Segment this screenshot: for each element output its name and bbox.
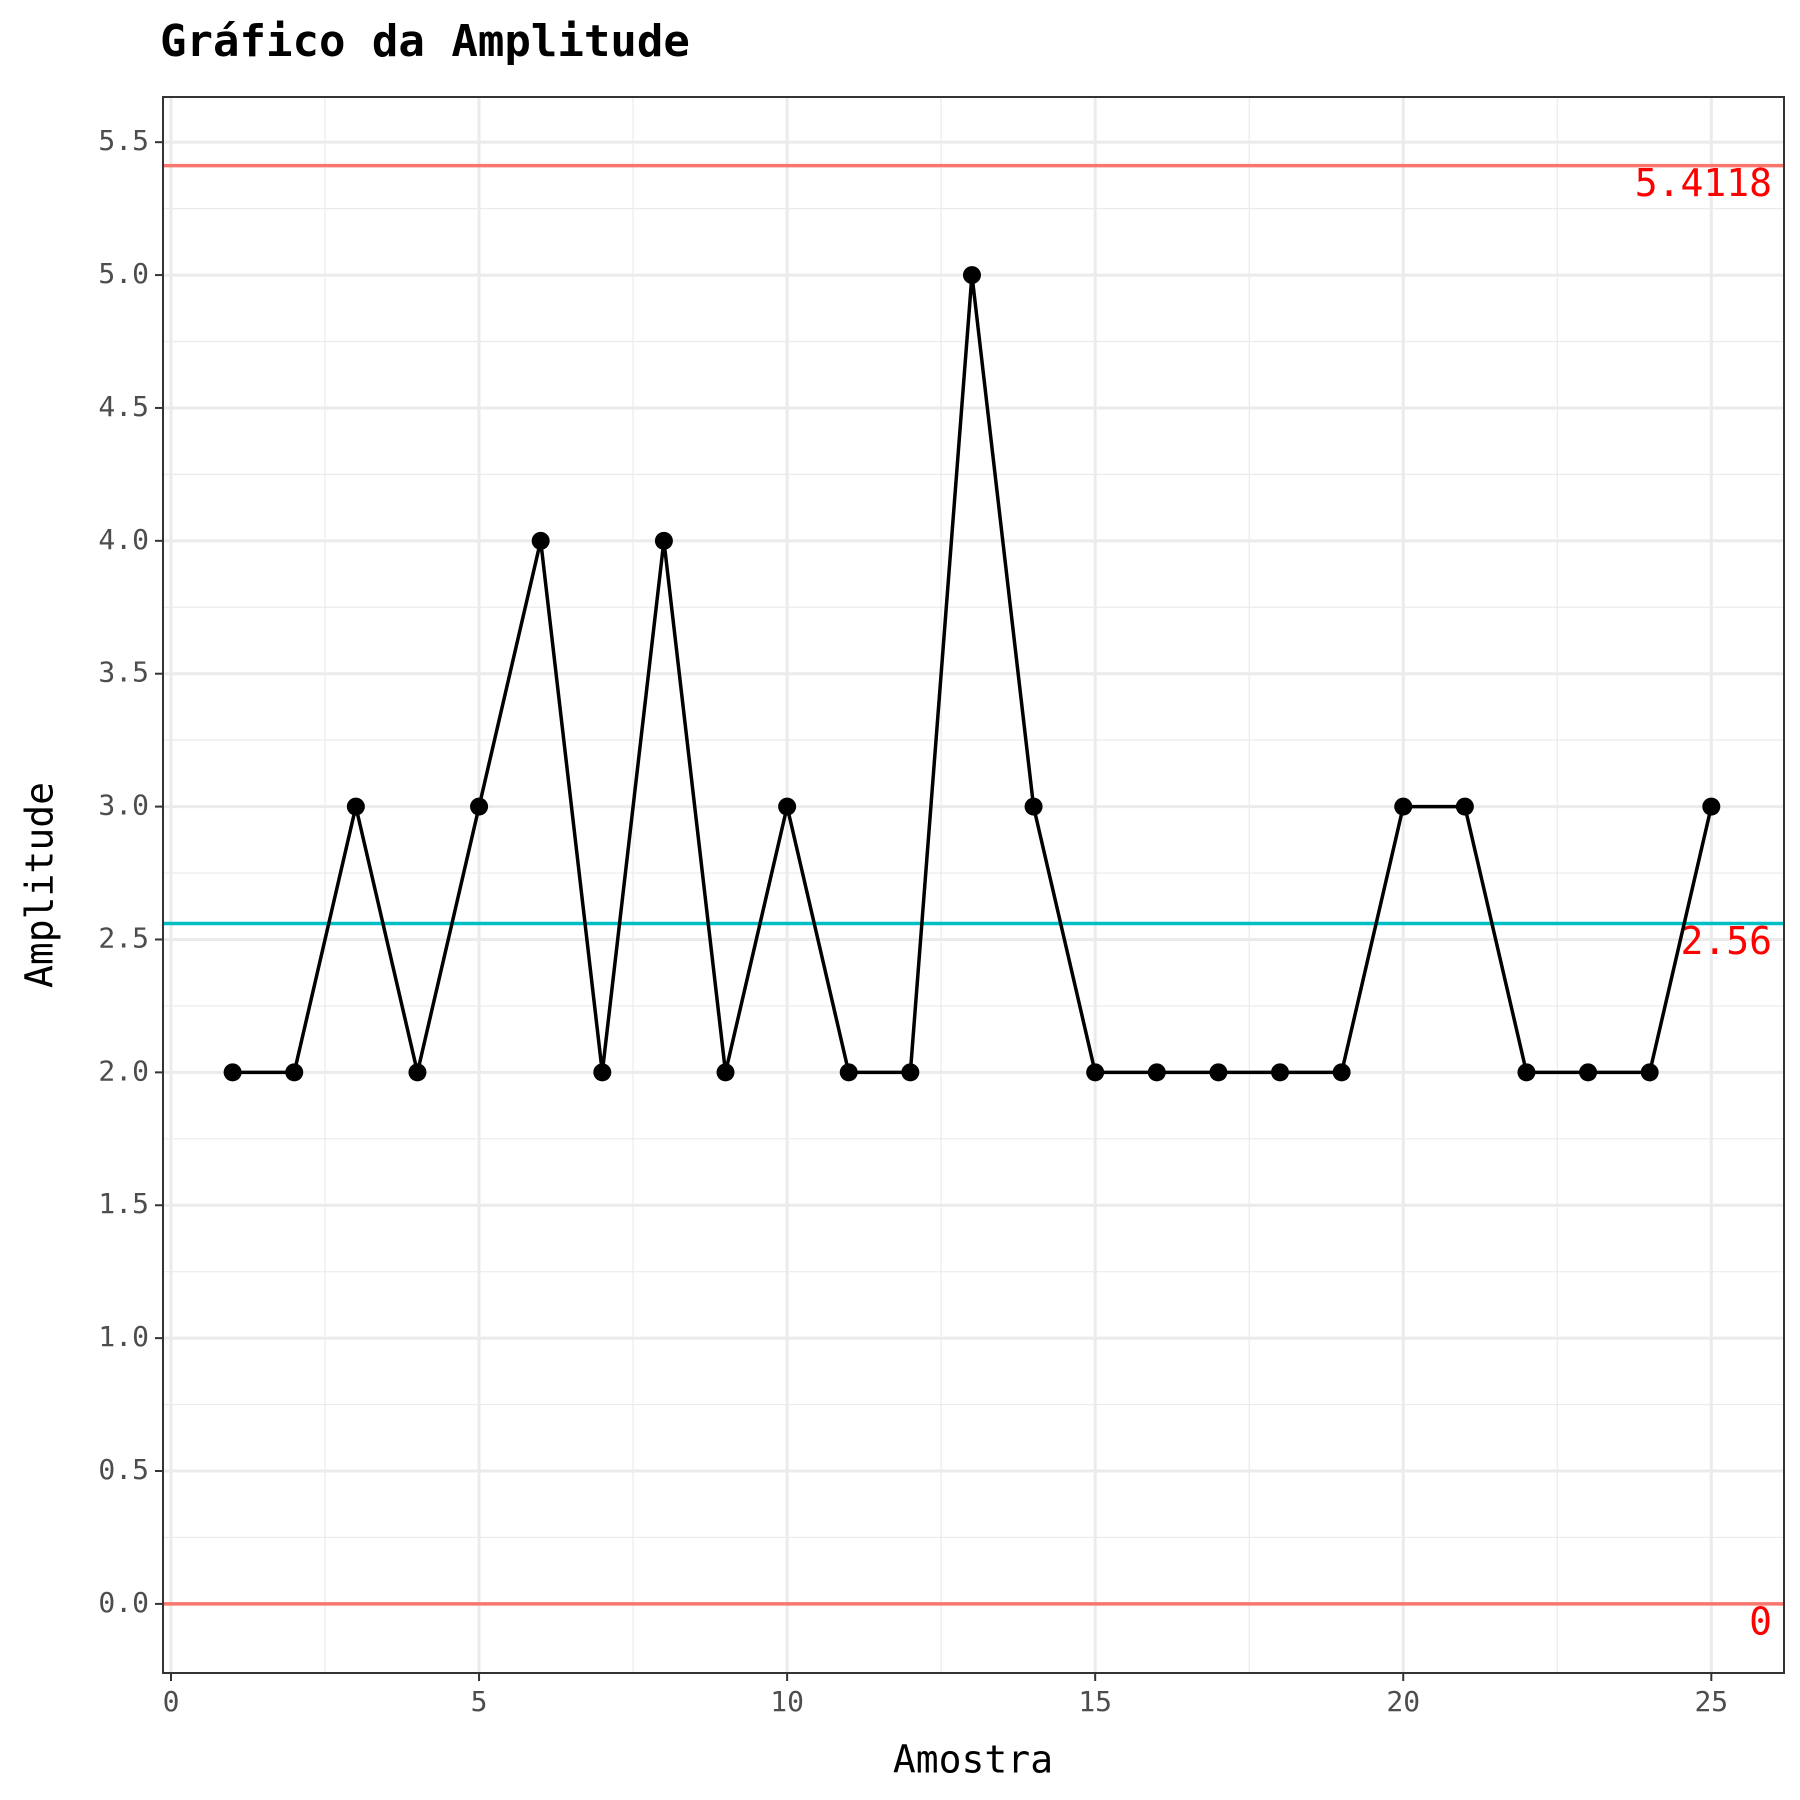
y-tick-label: 3.5 bbox=[98, 656, 149, 689]
data-point bbox=[1024, 797, 1043, 816]
data-point bbox=[962, 266, 981, 285]
x-tick-label: 25 bbox=[1694, 1685, 1728, 1718]
y-tick-label: 0.0 bbox=[98, 1586, 149, 1619]
data-point bbox=[1640, 1063, 1659, 1082]
data-point bbox=[1702, 797, 1721, 816]
data-point bbox=[531, 531, 550, 550]
y-tick-label: 5.0 bbox=[98, 257, 149, 290]
data-point bbox=[1271, 1063, 1290, 1082]
y-tick-label: 1.5 bbox=[98, 1187, 149, 1220]
data-point bbox=[839, 1063, 858, 1082]
data-point bbox=[1517, 1063, 1536, 1082]
data-point bbox=[901, 1063, 920, 1082]
data-point bbox=[1455, 797, 1474, 816]
data-point bbox=[1147, 1063, 1166, 1082]
chart-title: Gráfico da Amplitude bbox=[160, 16, 690, 67]
x-tick-label: 0 bbox=[163, 1685, 180, 1718]
y-tick-label: 4.0 bbox=[98, 523, 149, 556]
y-tick-label: 5.5 bbox=[98, 124, 149, 157]
panel-border bbox=[162, 96, 1785, 1674]
y-tick-label: 4.5 bbox=[98, 390, 149, 423]
y-tick-label: 2.0 bbox=[98, 1054, 149, 1087]
data-point bbox=[1332, 1063, 1351, 1082]
y-axis-label: Amplitude bbox=[18, 782, 62, 988]
data-point bbox=[408, 1063, 427, 1082]
x-tick-label: 5 bbox=[471, 1685, 488, 1718]
data-point bbox=[223, 1063, 242, 1082]
data-point bbox=[1209, 1063, 1228, 1082]
data-point bbox=[593, 1063, 612, 1082]
data-point bbox=[285, 1063, 304, 1082]
data-point bbox=[778, 797, 797, 816]
x-axis-label: Amostra bbox=[893, 1738, 1053, 1782]
x-tick-label: 15 bbox=[1078, 1685, 1112, 1718]
data-point bbox=[1579, 1063, 1598, 1082]
reference-label: 0 bbox=[1749, 1599, 1772, 1643]
y-tick-label: 3.0 bbox=[98, 789, 149, 822]
data-point bbox=[716, 1063, 735, 1082]
y-tick-label: 2.5 bbox=[98, 921, 149, 954]
y-tick-label: 1.0 bbox=[98, 1320, 149, 1353]
x-tick-label: 20 bbox=[1386, 1685, 1420, 1718]
data-point bbox=[346, 797, 365, 816]
reference-label: 2.56 bbox=[1680, 919, 1772, 963]
reference-label: 5.4118 bbox=[1635, 161, 1772, 205]
y-tick-label: 0.5 bbox=[98, 1453, 149, 1486]
data-point bbox=[470, 797, 489, 816]
data-point bbox=[1086, 1063, 1105, 1082]
x-tick-label: 10 bbox=[770, 1685, 804, 1718]
data-point bbox=[654, 531, 673, 550]
data-point bbox=[1394, 797, 1413, 816]
